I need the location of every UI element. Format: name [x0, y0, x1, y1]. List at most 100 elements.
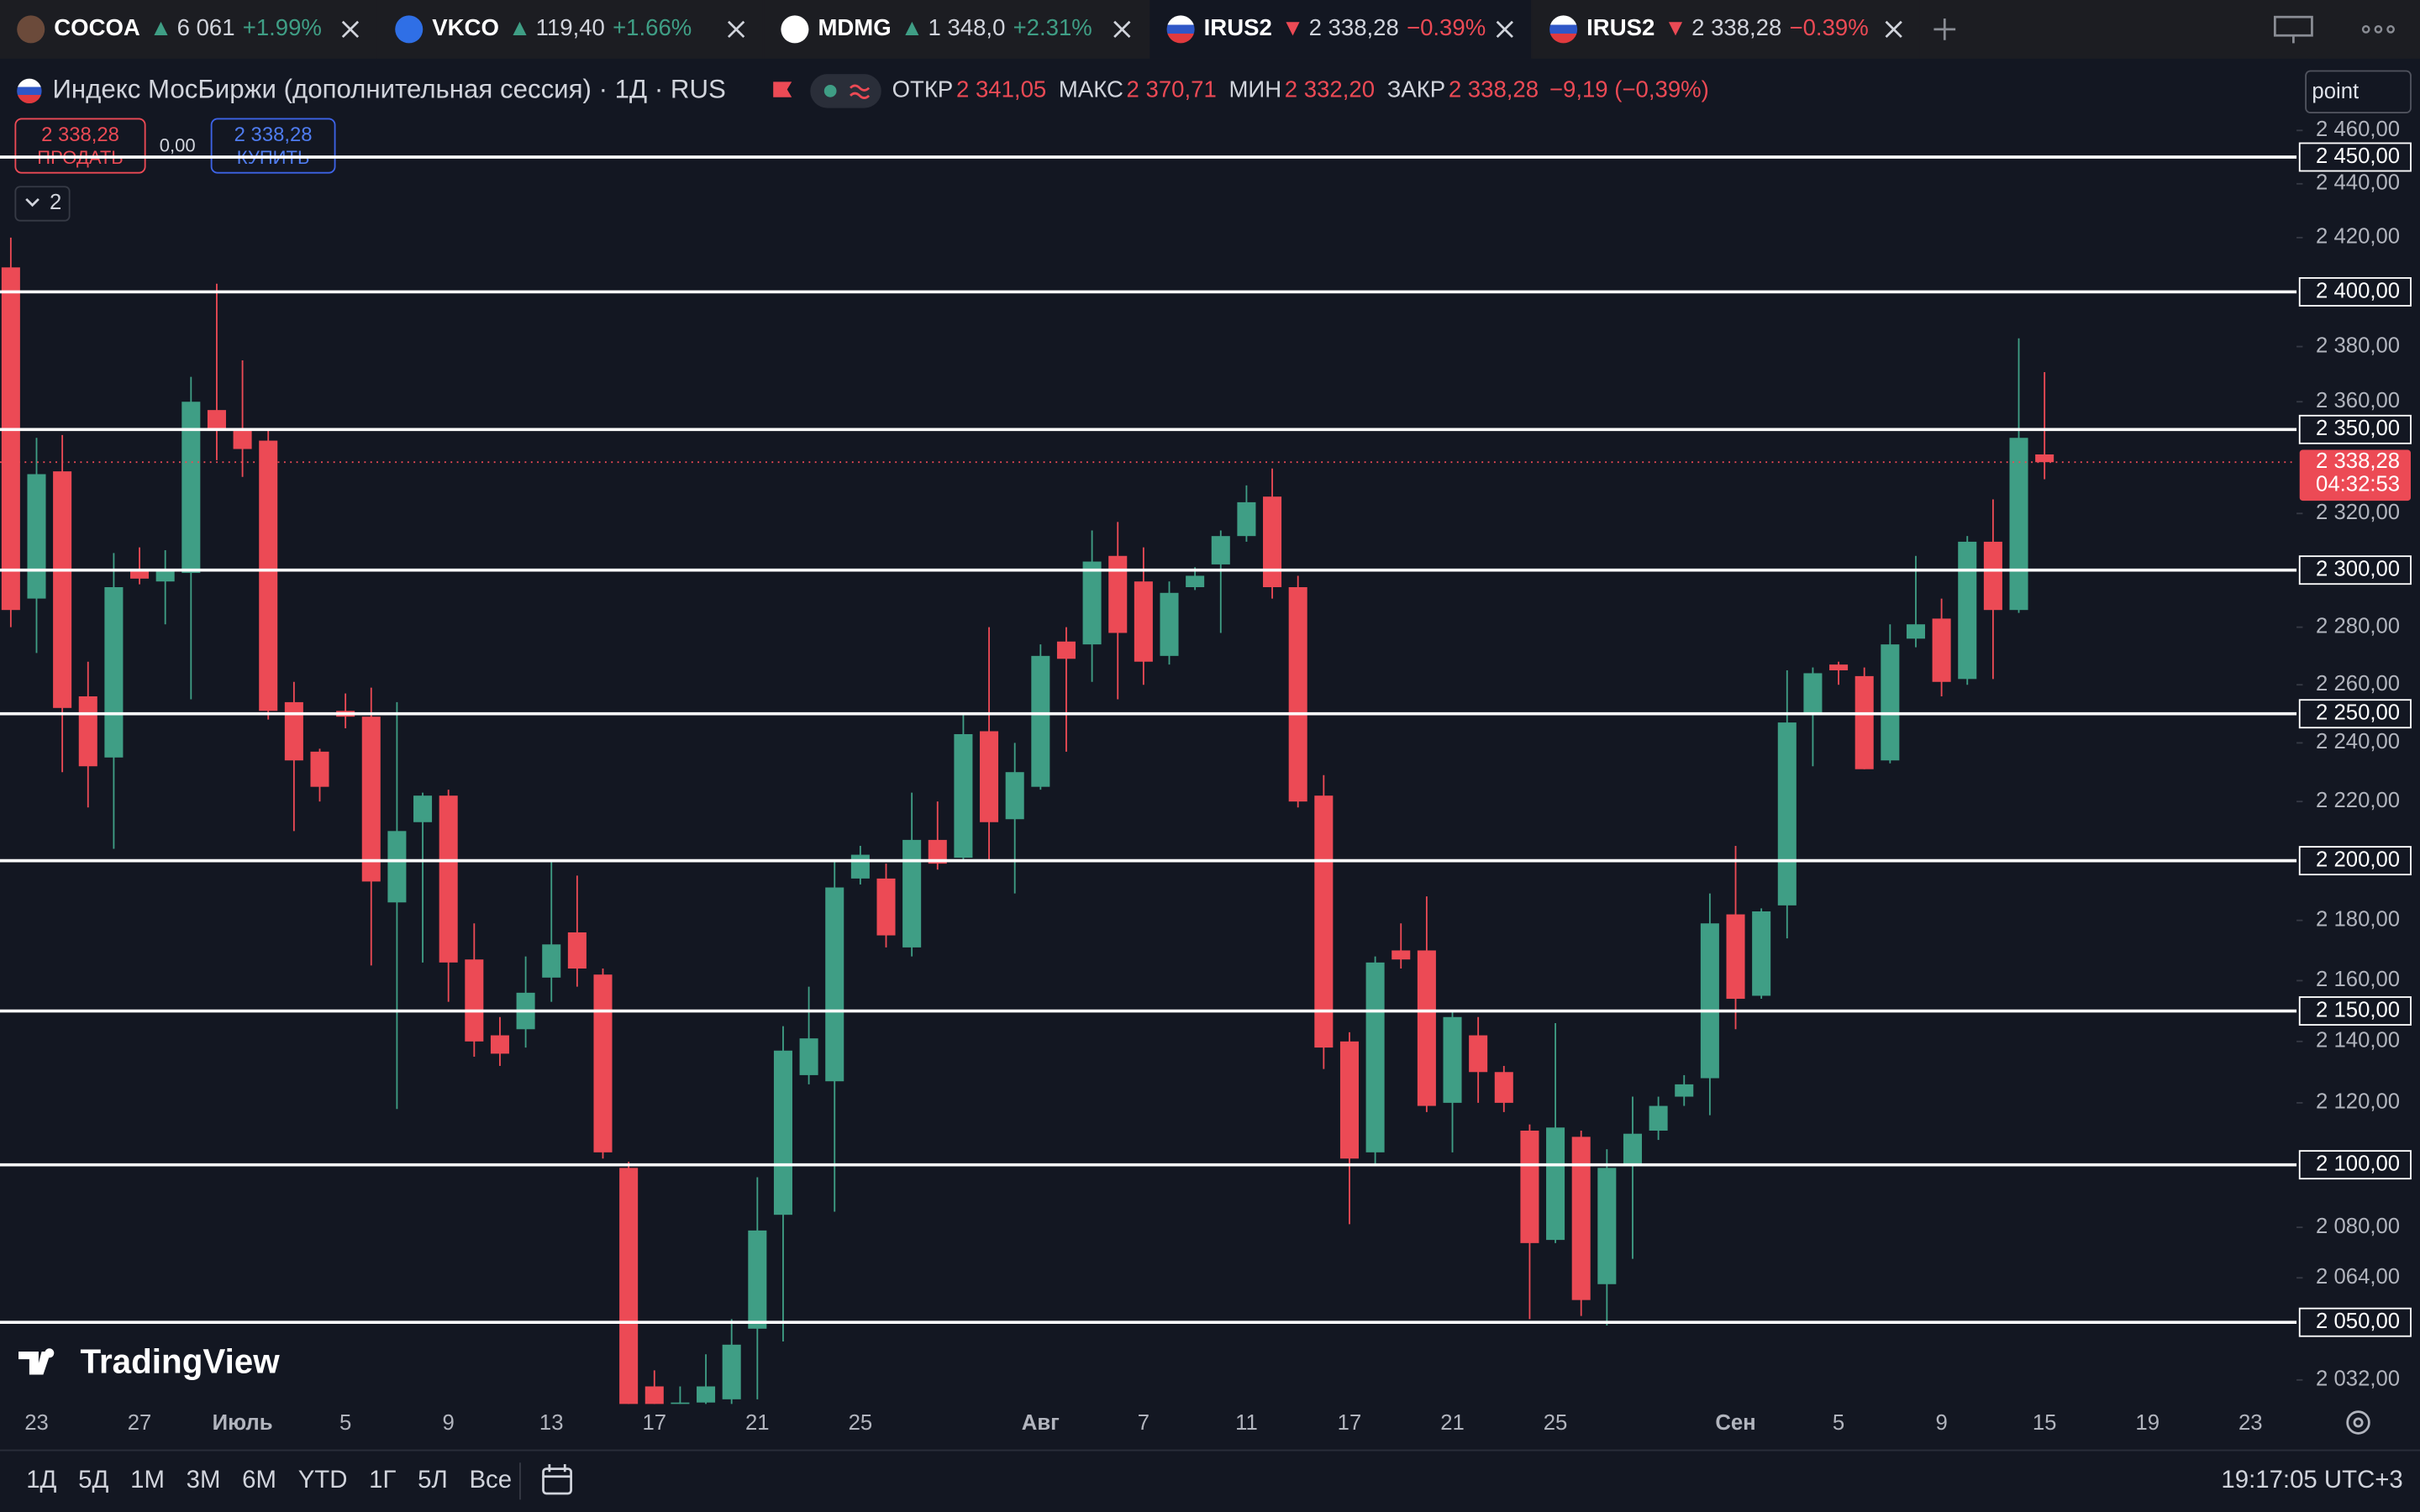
candle-body	[104, 587, 124, 758]
x-tick-label: Авг	[1022, 1411, 1060, 1435]
tab-arrow: ▲	[508, 14, 531, 40]
country-flag	[17, 78, 42, 104]
x-tick-label: Июль	[213, 1411, 273, 1435]
horizontal-line-label: 2 400,00	[2316, 279, 2400, 302]
tab-change: −0.39%	[1407, 14, 1486, 40]
symbol-input[interactable]	[2305, 70, 2412, 113]
timeframe-button[interactable]: 5Д	[78, 1466, 108, 1494]
tab-icon	[1549, 15, 1578, 44]
y-tick-label: 2 460,00	[2316, 118, 2400, 141]
tab-change: +2.31%	[1013, 14, 1092, 40]
y-tick-label: 2 220,00	[2316, 789, 2400, 812]
timeframe-button[interactable]: Все	[469, 1466, 512, 1494]
candle-body	[697, 1386, 716, 1403]
x-tick-label: 19	[2135, 1411, 2160, 1435]
y-tick-label: 2 360,00	[2316, 389, 2400, 412]
tab[interactable]	[764, 0, 1149, 59]
horizontal-line-label: 2 050,00	[2316, 1310, 2400, 1333]
tab-close[interactable]	[1885, 20, 1902, 39]
clock: 19:17:05 UTC+3	[2221, 1466, 2402, 1494]
candle-body	[1031, 655, 1050, 787]
more-button[interactable]	[2361, 25, 2395, 34]
logo-icon	[18, 1348, 55, 1375]
y-tick-label: 2 380,00	[2316, 333, 2400, 357]
flag-marker[interactable]	[773, 81, 792, 97]
y-tick-label: 2 032,00	[2316, 1368, 2400, 1391]
x-tick-label: 15	[2033, 1411, 2057, 1435]
candle-body	[1597, 1168, 1617, 1284]
tab-arrow: ▼	[1281, 14, 1304, 40]
candle-body	[954, 733, 973, 858]
candle-body	[567, 932, 587, 969]
candle-body	[1160, 592, 1179, 656]
horizontal-line-label-box	[2298, 555, 2412, 585]
status-pill[interactable]	[810, 74, 881, 108]
candle-body	[1881, 644, 1900, 761]
timeframe-button[interactable]: 6М	[242, 1466, 276, 1494]
buy-button[interactable]	[210, 118, 336, 174]
x-tick-label: 17	[1338, 1411, 1362, 1435]
tab[interactable]	[1532, 0, 1920, 59]
indicators-count: 2	[50, 191, 61, 214]
candle-body	[1777, 722, 1797, 906]
horizontal-line-label: 2 150,00	[2316, 998, 2400, 1021]
market-status-dot	[823, 85, 837, 97]
tab[interactable]	[1150, 0, 1532, 59]
timeframe-button[interactable]: 5Л	[418, 1466, 448, 1494]
tab[interactable]	[378, 0, 763, 59]
tab-arrow: ▲	[150, 14, 172, 40]
tab-icon	[17, 15, 45, 44]
timeframe-button[interactable]: 1Г	[369, 1466, 396, 1494]
tab-close[interactable]	[727, 20, 745, 39]
candle-body	[490, 1035, 509, 1054]
candle-body	[1803, 673, 1823, 714]
symbol-input-text[interactable]: point	[2312, 80, 2359, 103]
horizontal-line-label: 2 200,00	[2316, 848, 2400, 871]
timeframe-button[interactable]: 3М	[187, 1466, 221, 1494]
candle-body	[1494, 1072, 1513, 1103]
new-tab[interactable]	[1933, 18, 1956, 40]
timeframe-button[interactable]: YTD	[298, 1466, 348, 1494]
candle-body	[1726, 914, 1745, 1000]
x-tick-label: 11	[1235, 1411, 1258, 1435]
tab-close[interactable]	[1113, 20, 1131, 39]
timeframe-button[interactable]: 1Д	[26, 1466, 56, 1494]
y-tick-label: 2 320,00	[2316, 501, 2400, 524]
x-tick-label: 17	[642, 1411, 666, 1435]
horizontal-line-label: 2 300,00	[2316, 557, 2400, 580]
bar-countdown: 04:32:53	[2316, 473, 2400, 496]
candle-body	[130, 570, 150, 579]
symbol-title[interactable]: Индекс МосБиржи (дополнительная сессия) …	[52, 75, 725, 104]
tab-icon	[1166, 15, 1195, 44]
axis-settings[interactable]	[2346, 1410, 2370, 1435]
candle-body	[1186, 575, 1205, 588]
candle-body	[773, 1050, 792, 1215]
tab-close[interactable]	[1496, 20, 1513, 39]
candle-body	[1932, 618, 1951, 682]
horizontal-line-label-box	[2298, 1307, 2412, 1337]
candle-body	[78, 696, 97, 767]
y-tick-label: 2 240,00	[2316, 730, 2400, 753]
tab[interactable]	[0, 0, 377, 59]
price-axis: 2 460,00 2 440,00 2 420,00 2 380,00 2 360,00…	[2296, 118, 2412, 1391]
tab-symbol: IRUS2	[1204, 14, 1272, 40]
goto-date[interactable]	[542, 1464, 572, 1495]
x-tick-label: 13	[539, 1411, 564, 1435]
indicators-toggle[interactable]	[14, 186, 71, 222]
sell-button[interactable]	[14, 118, 146, 174]
candle-body	[1906, 624, 1925, 639]
horizontal-line-label-box	[2298, 277, 2412, 307]
tab-close[interactable]	[341, 20, 360, 39]
timeframe-button[interactable]: 1М	[130, 1466, 165, 1494]
delay-icon	[850, 84, 871, 99]
tab-icon	[781, 15, 809, 44]
candle-body	[284, 701, 303, 761]
candle-body	[1314, 795, 1334, 1048]
tab-arrow: ▼	[1664, 14, 1686, 40]
tab-icon	[395, 15, 424, 44]
sell-price: 2 338,28	[41, 123, 119, 146]
layout-button[interactable]	[2273, 15, 2313, 44]
last-price-label: 2 338,28	[2316, 449, 2400, 473]
